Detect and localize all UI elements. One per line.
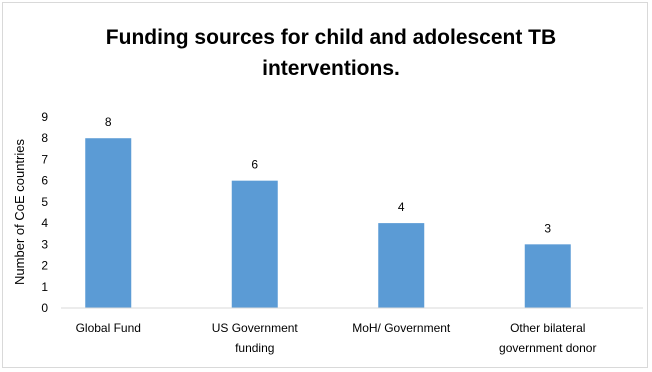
y-tick-label: 3	[41, 237, 48, 251]
chart-title-line-2: interventions.	[262, 57, 400, 80]
x-tick-label: MoH/ Government	[352, 321, 451, 335]
y-tick-label: 9	[41, 110, 48, 124]
x-tick-label: Global Fund	[76, 321, 141, 335]
bar	[231, 180, 278, 308]
y-axis-label: Number of CoE countries	[12, 139, 27, 285]
y-tick-label: 5	[41, 195, 48, 209]
bar-data-label: 4	[398, 200, 405, 214]
bar	[524, 244, 571, 308]
y-tick-label: 7	[41, 152, 48, 166]
bar-data-label: 3	[544, 221, 551, 235]
chart-frame: Funding sources for child and adolescent…	[2, 2, 648, 368]
y-tick-label: 2	[41, 259, 48, 273]
bar	[85, 138, 132, 308]
y-tick-label: 0	[41, 301, 48, 315]
y-tick-label: 8	[41, 131, 48, 145]
bar-data-label: 8	[105, 115, 112, 129]
x-axis: Global Fund US Government funding MoH/ Gove…	[76, 321, 597, 355]
bars-group: 8 6 4 3	[61, 115, 643, 309]
y-tick-label: 4	[41, 216, 48, 230]
x-tick-label: funding	[235, 341, 274, 355]
y-tick-label: 6	[41, 174, 48, 188]
y-tick-label: 1	[41, 280, 48, 294]
y-axis: 0 1 2 3 4 5 6 7 8 9	[41, 110, 48, 315]
chart-title-line-1: Funding sources for child and adolescent…	[106, 26, 556, 49]
bar-chart: Funding sources for child and adolescent…	[12, 26, 643, 355]
bar	[378, 223, 425, 308]
x-tick-label: US Government	[212, 321, 299, 335]
x-tick-label: government donor	[499, 341, 596, 355]
bar-data-label: 6	[251, 158, 258, 172]
x-tick-label: Other bilateral	[510, 321, 585, 335]
